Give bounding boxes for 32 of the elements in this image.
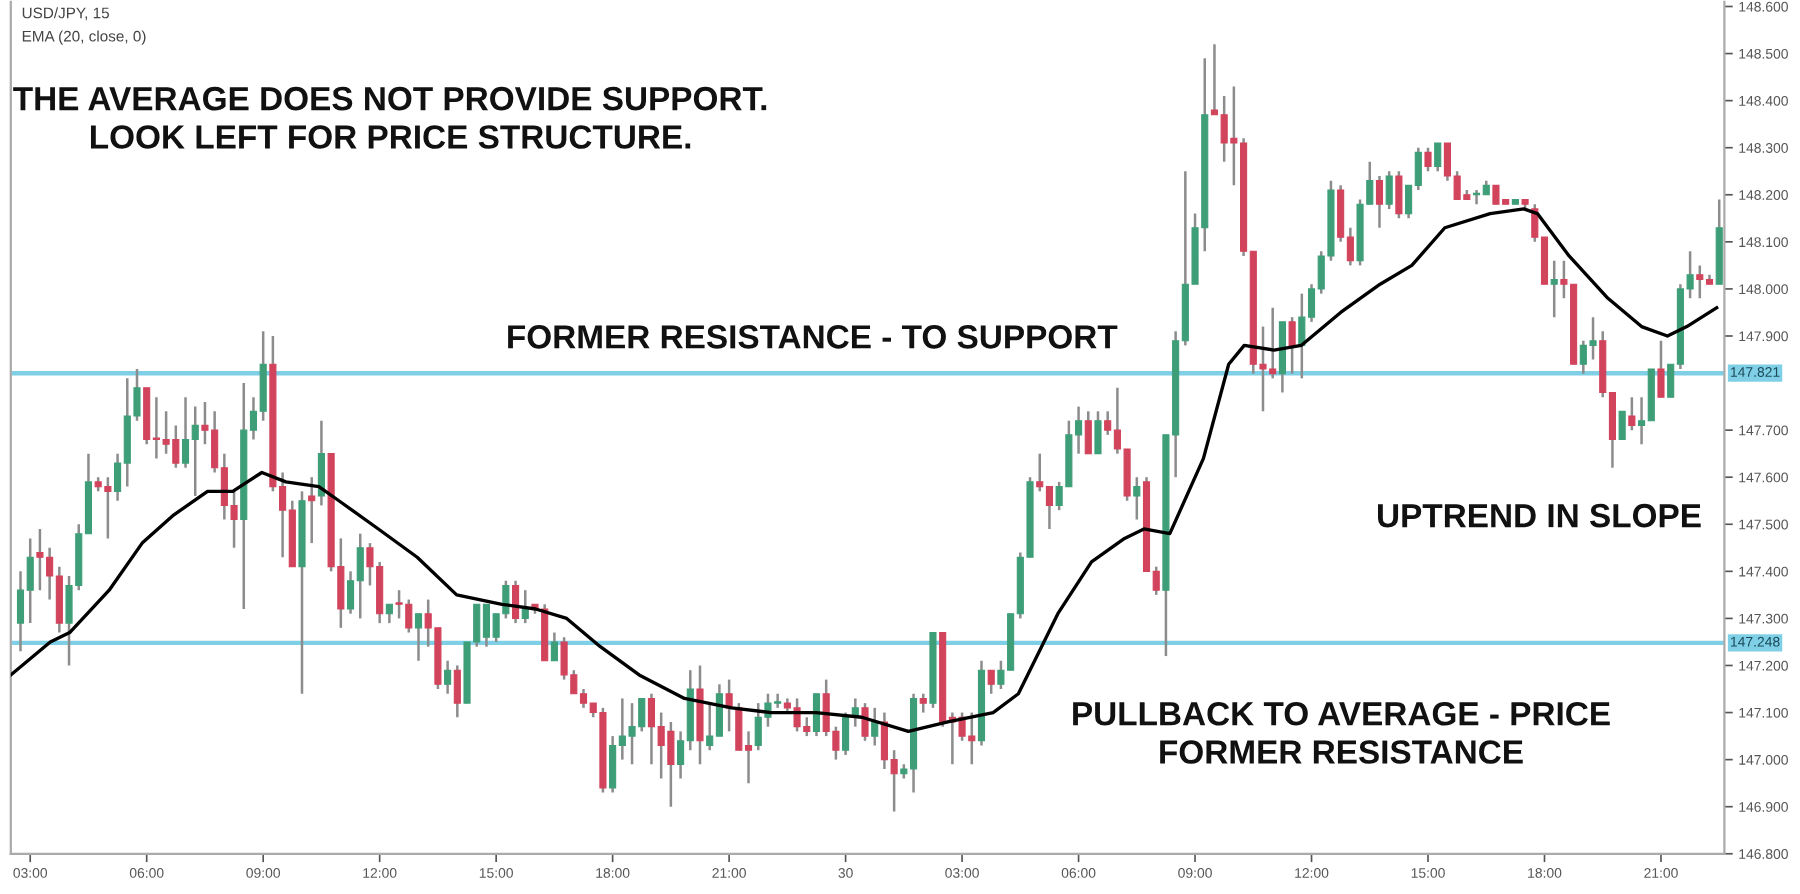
candlestick bbox=[317, 419, 325, 507]
candlestick bbox=[1094, 410, 1102, 455]
candlestick bbox=[444, 659, 452, 695]
candlestick bbox=[842, 711, 850, 757]
candlestick bbox=[1133, 475, 1141, 521]
candlestick bbox=[1084, 410, 1092, 455]
candlestick bbox=[1618, 410, 1626, 441]
annotation: UPTREND IN SLOPE bbox=[1378, 503, 1701, 528]
candlestick bbox=[414, 612, 423, 663]
candlestick bbox=[385, 603, 393, 625]
candlestick bbox=[1434, 141, 1442, 173]
candlestick bbox=[1628, 395, 1636, 432]
candlestick bbox=[1375, 174, 1384, 229]
candlestick bbox=[1288, 315, 1296, 375]
candlestick bbox=[521, 588, 529, 625]
annotation: FORMER RESISTANCE - TO SUPPORT bbox=[508, 325, 1118, 349]
annotation: THE AVERAGE DOES NOT PROVIDE SUPPORT. LOOK LEFT FOR PRICE STRUCTURE. bbox=[13, 86, 767, 149]
candlestick bbox=[453, 664, 461, 719]
candlestick bbox=[1395, 169, 1403, 220]
candlestick bbox=[861, 701, 869, 743]
candlestick bbox=[1424, 146, 1432, 173]
candlestick bbox=[987, 668, 995, 695]
candlestick bbox=[812, 692, 821, 738]
candlestick bbox=[308, 475, 316, 545]
candlestick bbox=[1657, 339, 1665, 399]
candlestick bbox=[1385, 169, 1393, 211]
annotation: PULLBACK TO AVERAGE - PRICE FORMER RESISTANCE bbox=[1073, 701, 1610, 764]
candlestick bbox=[919, 692, 927, 714]
candlestick bbox=[550, 631, 558, 663]
candlestick bbox=[871, 706, 879, 747]
candlestick bbox=[725, 678, 733, 733]
candlestick bbox=[1550, 259, 1558, 319]
